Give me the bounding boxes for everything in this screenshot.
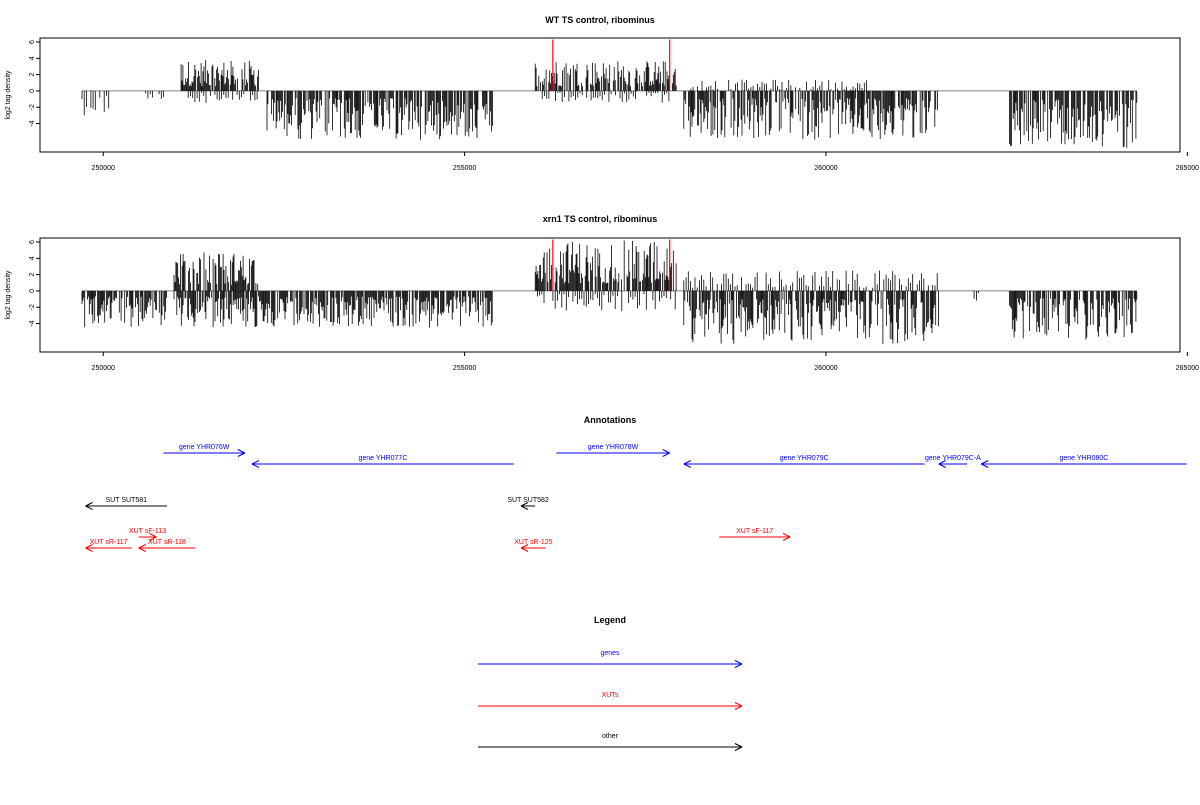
x-tick-label: 260000 [814,165,837,172]
feature-label: gene YHR076W [179,444,230,451]
arrow-head [85,502,93,507]
annotations-panel: Annotations gene YHR076W gene YHR077C gene … [85,415,1187,552]
arrow-head [981,463,989,468]
arrow-head [734,743,743,748]
arrow-head [237,452,246,457]
legend-title: Legend [594,615,626,625]
arrow-head [149,536,157,541]
legend-label: genes [600,650,620,657]
arrow-head [734,746,743,751]
legend-panel: Legend genes XUTs other [478,615,743,751]
plot-frame [39,37,1181,153]
arrow-head [981,460,989,465]
arrow-head [85,547,93,552]
y-tick-label: 4 [29,256,36,260]
annotations-title: Annotations [584,415,637,425]
arrow-head [251,463,260,468]
arrow-head [138,547,146,552]
feature-label: gene YHR078W [588,444,639,451]
feature-label: SUT SUT582 [507,497,549,504]
arrow-head [734,705,743,710]
panel-title: xrn1 TS control, ribominus [543,214,658,224]
feature-label: gene YHR077C [358,455,407,462]
y-tick-label: 6 [29,240,36,244]
arrow-head [734,660,743,665]
bar-series [81,60,1138,148]
arrow-head [520,502,529,507]
arrow-head [938,463,946,468]
legend-label: XUTs [602,692,619,699]
plot-frame [39,237,1181,353]
x-tick-label: 255000 [453,165,476,172]
y-tick-label: -4 [29,320,36,326]
arrow-head [662,449,670,454]
feature-label: XUT sR-118 [148,539,186,546]
y-tick-label: 0 [29,89,36,93]
y-tick-label: -4 [29,120,36,126]
arrow-head [683,460,692,465]
arrow-head [520,544,529,549]
y-tick-label: -2 [29,304,36,310]
bar-series [81,240,1138,344]
arrow-head [520,547,529,552]
feature-label: XUT sR-125 [514,539,552,546]
x-tick-label: 250000 [92,365,115,372]
arrow-head [138,544,146,549]
xrn1-density-panel: xrn1 TS control, ribominus 6 4 2 0 -2 -4 log2 t… [5,214,1199,372]
y-tick-label: 4 [29,56,36,60]
arrow-head [683,463,692,468]
y-axis-label: log2 tag density [5,70,12,120]
x-tick-label: 265000 [1176,365,1199,372]
y-axis-label: log2 tag density [5,270,12,320]
x-tick-label: 260000 [814,365,837,372]
y-tick-label: 2 [29,273,36,277]
wt-density-panel: WT TS control, ribominus 6 4 2 0 -2 -4 log2 tag… [5,15,1199,172]
feature-label: XUT sR-117 [90,539,128,546]
arrow-head [734,663,743,668]
arrow-head [782,533,791,538]
arrow-head [85,544,93,549]
arrow-head [85,505,93,510]
arrow-head [149,533,157,538]
feature-label: gene YHR079C [780,455,829,462]
x-tick-label: 265000 [1176,165,1199,172]
feature-label: XUT sF-113 [129,528,166,535]
y-tick-label: -2 [29,104,36,110]
legend-label: other [602,733,619,740]
arrow-head [662,452,670,457]
arrow-head [251,460,260,465]
y-tick-label: 6 [29,40,36,44]
arrow-head [520,505,529,510]
feature-label: XUT sF-117 [736,528,773,535]
feature-label: SUT SUT581 [106,497,148,504]
x-tick-label: 255000 [453,365,476,372]
y-tick-label: 2 [29,73,36,77]
arrow-head [734,702,743,707]
arrow-head [237,449,246,454]
feature-label: gene YHR079C-A [925,455,981,462]
arrow-head [782,536,791,541]
x-tick-label: 250000 [92,165,115,172]
panel-title: WT TS control, ribominus [545,15,655,25]
arrow-head [938,460,946,465]
feature-label: gene YHR080C [1059,455,1108,462]
y-tick-label: 0 [29,289,36,293]
